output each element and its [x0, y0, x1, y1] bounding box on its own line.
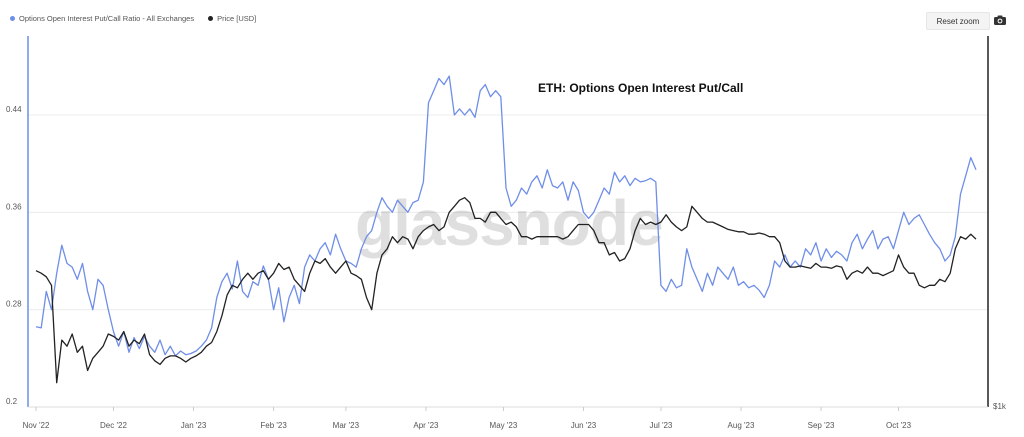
x-tick-label: Aug '23 — [728, 421, 755, 430]
camera-icon[interactable] — [992, 12, 1008, 28]
x-tick-label: Jul '23 — [650, 421, 673, 430]
x-tick-label: Nov '22 — [23, 421, 50, 430]
x-tick-label: Feb '23 — [260, 421, 287, 430]
x-axis-ticks: Nov '22 Dec '22 Jan '23 Feb '23 Mar '23 Apr '… — [23, 407, 912, 430]
y-tick-label: 0.2 — [6, 397, 18, 406]
chart-legend: Options Open Interest Put/Call Ratio - A… — [10, 14, 256, 23]
x-tick-label: Jun '23 — [571, 421, 597, 430]
price-series-line — [35, 197, 977, 384]
legend-dot-price — [208, 16, 214, 21]
legend-item-price[interactable]: Price [USD] — [208, 14, 256, 23]
y-tick-label: 0.36 — [6, 202, 22, 211]
legend-label-price: Price [USD] — [217, 14, 257, 23]
ratio-series-line — [35, 75, 977, 357]
x-tick-label: Oct '23 — [886, 421, 912, 430]
y-tick-label: 0.28 — [6, 300, 22, 309]
legend-label-ratio: Options Open Interest Put/Call Ratio - A… — [19, 14, 195, 23]
chart-title: ETH: Options Open Interest Put/Call — [538, 81, 743, 95]
x-tick-label: Apr '23 — [413, 421, 439, 430]
y-axis-ticks: 0.2 0.28 0.36 0.44 — [6, 105, 22, 406]
x-tick-label: May '23 — [490, 421, 518, 430]
x-tick-label: Sep '23 — [808, 421, 835, 430]
right-axis-label: $1k — [993, 402, 1007, 411]
series-lines — [35, 75, 977, 384]
legend-item-ratio[interactable]: Options Open Interest Put/Call Ratio - A… — [10, 14, 194, 23]
grid-lines — [28, 114, 988, 408]
legend-dot-ratio — [10, 16, 15, 21]
reset-zoom-button[interactable]: Reset zoom — [926, 12, 990, 30]
x-tick-label: Dec '22 — [100, 421, 127, 430]
y-tick-label: 0.44 — [6, 105, 22, 114]
x-tick-label: Mar '23 — [333, 421, 360, 430]
x-tick-label: Jan '23 — [181, 421, 207, 430]
axes — [27, 36, 989, 408]
